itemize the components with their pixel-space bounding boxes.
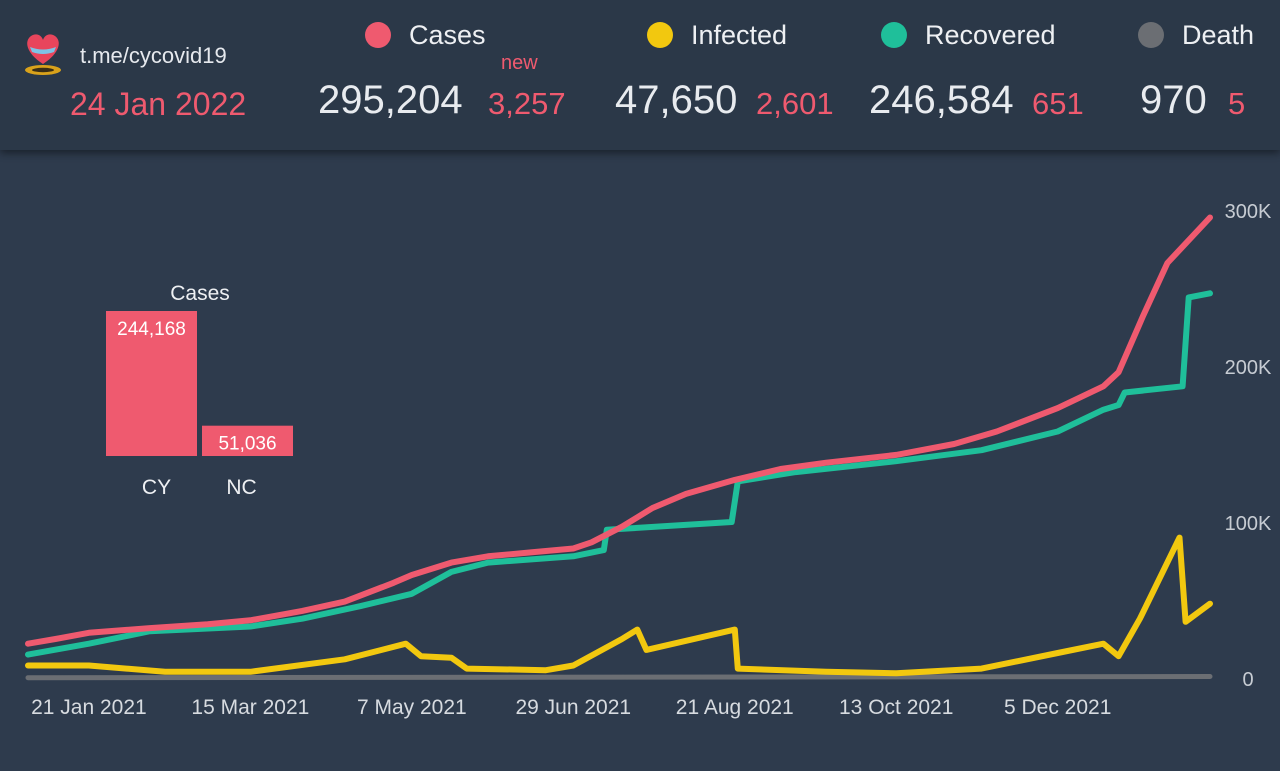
x-axis-ticks: 21 Jan 2021 15 Mar 2021 7 May 2021 29 Jun 2… — [31, 696, 1111, 719]
infected-dot-icon — [647, 22, 673, 48]
y-tick-label: 0 — [1242, 669, 1253, 691]
legend-cases: Cases — [365, 20, 486, 51]
recovered-series-line — [25, 290, 1213, 658]
cases-total: 295,204 — [318, 78, 463, 122]
x-tick-label: 13 Oct 2021 — [839, 696, 953, 719]
line-chart: 21 Jan 2021 15 Mar 2021 7 May 2021 29 Jun 2… — [25, 201, 1272, 719]
legend-death-label: Death — [1182, 20, 1255, 50]
death-new: 5 — [1228, 86, 1246, 121]
death-total: 970 — [1140, 78, 1207, 122]
bar-chart-title: Cases — [170, 282, 230, 305]
legend-cases-label: Cases — [409, 20, 486, 50]
recovered-total: 246,584 — [869, 78, 1014, 122]
heart-logo-icon — [25, 34, 61, 75]
new-label: new — [501, 52, 538, 74]
y-tick-label: 100K — [1225, 513, 1272, 535]
x-tick-label: 7 May 2021 — [357, 696, 467, 719]
report-date: 24 Jan 2022 — [70, 86, 247, 122]
death-dot-icon — [1138, 22, 1164, 48]
bar-category-label: CY — [142, 476, 171, 499]
cases-new: 3,257 — [488, 86, 566, 121]
y-tick-label: 200K — [1225, 357, 1272, 379]
x-tick-label: 21 Jan 2021 — [31, 696, 147, 719]
bar-category-label: NC — [226, 476, 256, 499]
stats-header: t.me/cycovid19 24 Jan 2022 Cases Infecte… — [0, 0, 1280, 150]
infected-total: 47,650 — [615, 78, 738, 122]
channel-link[interactable]: t.me/cycovid19 — [80, 43, 227, 68]
bar-value-label: 51,036 — [218, 434, 276, 455]
infected-series-line — [25, 534, 1213, 677]
legend-recovered-label: Recovered — [925, 20, 1056, 50]
x-tick-label: 15 Mar 2021 — [191, 696, 309, 719]
cases-dot-icon — [365, 22, 391, 48]
x-tick-label: 5 Dec 2021 — [1004, 696, 1111, 719]
bar-value-label: 244,168 — [117, 319, 186, 340]
x-tick-label: 21 Aug 2021 — [676, 696, 794, 719]
recovered-dot-icon — [881, 22, 907, 48]
bar-chart: Cases 244,168 CY 51,036 NC — [106, 282, 293, 499]
legend-death: Death — [1138, 20, 1254, 51]
bar-nc — [202, 425, 293, 456]
y-axis-ticks: 0 100K 200K 300K — [1225, 201, 1272, 691]
bar-cy — [106, 311, 197, 456]
death-series-line — [25, 674, 1213, 681]
cases-series-line — [25, 214, 1213, 647]
recovered-new: 651 — [1032, 86, 1084, 121]
legend-recovered: Recovered — [881, 20, 1056, 51]
series-lines — [25, 214, 1213, 681]
legend-infected-label: Infected — [691, 20, 788, 50]
legend-infected: Infected — [647, 20, 787, 51]
y-tick-label: 300K — [1225, 201, 1272, 223]
infected-new: 2,601 — [756, 86, 834, 121]
x-tick-label: 29 Jun 2021 — [515, 696, 631, 719]
